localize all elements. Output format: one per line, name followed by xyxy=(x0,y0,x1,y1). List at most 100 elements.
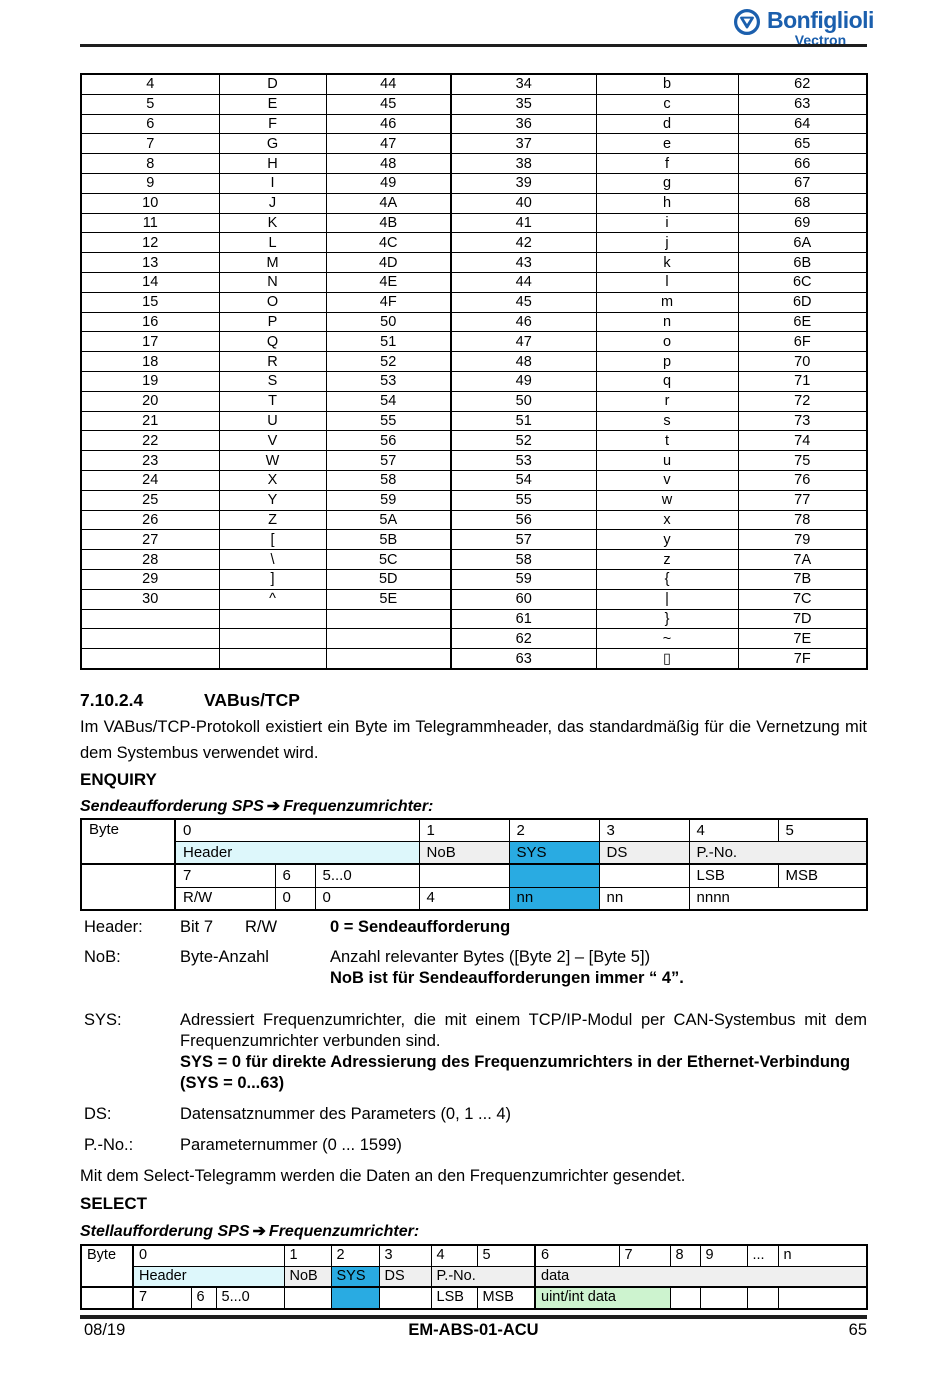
ascii-cell: 24 xyxy=(80,469,220,491)
ascii-cell: 34 xyxy=(450,73,597,95)
ascii-cell: 49 xyxy=(325,172,452,194)
ascii-table-body: 4 D 44 34 b 62 5 E 45 35 c 63 6 F 46 36 d 64 7 G 47 37 e 65 8 H 48… xyxy=(80,73,868,670)
def-term: P.-No.: xyxy=(84,1136,134,1154)
def-desc-line: Adressiert Frequenzumrichter, die mit ei… xyxy=(180,1011,867,1050)
cell-ds: DS xyxy=(598,841,690,865)
cell-byte-dots: ... xyxy=(746,1244,779,1267)
ascii-cell: 47 xyxy=(450,331,597,353)
section-title: VABus/TCP xyxy=(204,690,300,710)
ascii-cell: r xyxy=(595,390,739,412)
section-number: 7.10.2.4 xyxy=(80,690,144,710)
table-row: 15 O 4F 45 m 6D xyxy=(80,291,868,313)
ascii-cell: t xyxy=(595,430,739,452)
ascii-cell: Y xyxy=(218,489,327,511)
ascii-cell: x xyxy=(595,509,739,531)
ascii-cell: 7 xyxy=(80,133,220,155)
cell-msb: MSB xyxy=(777,863,868,888)
ascii-cell: 40 xyxy=(450,192,597,214)
ascii-cell: 36 xyxy=(450,113,597,135)
ascii-cell: 50 xyxy=(325,311,452,333)
ascii-cell: j xyxy=(595,232,739,254)
ascii-cell: e xyxy=(595,133,739,155)
ascii-cell: 10 xyxy=(80,192,220,214)
ascii-cell: 66 xyxy=(737,153,868,174)
cell-byte-8: 8 xyxy=(669,1244,701,1267)
ascii-cell: 4F xyxy=(325,291,452,313)
select-sub-prefix: Stellaufforderung SPS xyxy=(80,1223,250,1240)
ascii-cell: 72 xyxy=(737,390,868,412)
ascii-cell: 5C xyxy=(325,549,452,570)
ascii-cell: 63 xyxy=(450,648,597,670)
ascii-cell: 42 xyxy=(450,232,597,254)
ascii-table: 4 D 44 34 b 62 5 E 45 35 c 63 6 F 46 36 d 64 7 G 47 37 e 65 8 H 48… xyxy=(80,73,868,670)
def-desc: 0 = Sendeaufforderung xyxy=(330,918,511,936)
cell-empty xyxy=(80,863,176,911)
ascii-cell: 16 xyxy=(80,311,220,333)
ascii-cell: \ xyxy=(218,549,327,570)
ascii-cell: f xyxy=(595,153,739,174)
cell-byte-4: 4 xyxy=(688,818,779,843)
cell-bit50: 5...0 xyxy=(215,1286,285,1309)
ascii-cell: [ xyxy=(218,529,327,551)
ascii-cell: 49 xyxy=(450,370,597,392)
ascii-cell: { xyxy=(595,568,739,590)
ascii-cell: T xyxy=(218,390,327,412)
cell-bit6: 6 xyxy=(190,1286,217,1309)
footer-date: 08/19 xyxy=(84,1321,126,1339)
table-row: 5 E 45 35 c 63 xyxy=(80,93,868,115)
cell-bit7: 7 xyxy=(132,1286,192,1309)
ascii-cell: 73 xyxy=(737,410,868,432)
enquiry-sub-suffix: Frequenzumrichter: xyxy=(283,798,434,815)
cell-byte-2: 2 xyxy=(508,818,600,843)
table-row: 20 T 54 50 r 72 xyxy=(80,390,868,412)
ascii-cell: 7A xyxy=(737,549,868,570)
def-desc: Parameternummer (0 ... 1599) xyxy=(180,1136,402,1154)
ascii-cell: 4B xyxy=(325,212,452,234)
cell-val-ds: nn xyxy=(598,886,690,911)
ascii-cell: 46 xyxy=(325,113,452,135)
table-row: 12 L 4C 42 j 6A xyxy=(80,232,868,254)
ascii-cell: 60 xyxy=(450,588,597,610)
brand-name: Bonfiglioli xyxy=(767,7,874,33)
ascii-cell: m xyxy=(595,291,739,313)
footer-doc-code: EM-ABS-01-ACU xyxy=(408,1321,539,1339)
enquiry-sub-prefix: Sendeaufforderung SPS xyxy=(80,798,264,815)
ascii-cell: 39 xyxy=(450,172,597,194)
table-row: 14 N 4E 44 l 6C xyxy=(80,271,868,293)
ascii-cell: 26 xyxy=(80,509,220,531)
enquiry-row-bytes: Byte 0 1 2 3 4 5 xyxy=(80,818,868,865)
ascii-cell: J xyxy=(218,192,327,214)
cell-sys: SYS xyxy=(508,841,600,865)
cell-sys-blank xyxy=(330,1286,380,1309)
ascii-cell: 44 xyxy=(325,73,452,95)
ascii-cell: g xyxy=(595,172,739,194)
cell-byte-1: 1 xyxy=(283,1244,332,1267)
ascii-cell: S xyxy=(218,370,327,392)
table-row: 61} 7D xyxy=(80,608,868,630)
ascii-cell: 18 xyxy=(80,351,220,372)
enquiry-row-bits: 7 6 5...0 LSB MSB xyxy=(80,863,868,911)
ascii-cell: 62 xyxy=(737,73,868,95)
arrow-right-icon: ➔ xyxy=(266,798,281,815)
ascii-cell: 13 xyxy=(80,252,220,273)
brand-text: Bonfiglioli Vectron xyxy=(767,8,874,48)
ascii-cell: n xyxy=(595,311,739,333)
ascii-cell: 5E xyxy=(325,588,452,610)
ascii-cell: ~ xyxy=(595,628,739,650)
cell-val-nob: 4 xyxy=(418,886,510,911)
ascii-cell: 65 xyxy=(737,133,868,155)
ascii-cell: y xyxy=(595,529,739,551)
cell-empty xyxy=(746,1286,779,1309)
cell-byte-9: 9 xyxy=(699,1244,748,1267)
cell-byte-1: 1 xyxy=(418,818,510,843)
ascii-cell: 75 xyxy=(737,450,868,471)
ascii-cell: 48 xyxy=(450,351,597,372)
footer-page-number: 65 xyxy=(848,1321,867,1339)
ascii-cell: 45 xyxy=(325,93,452,115)
ascii-cell: q xyxy=(595,370,739,392)
ascii-cell: 44 xyxy=(450,271,597,293)
ascii-cell: w xyxy=(595,489,739,511)
def-col2: R/W xyxy=(245,918,278,936)
enquiry-subheading: Sendeaufforderung SPS ➔ Frequenzumrichter: xyxy=(80,796,867,816)
ascii-cell: 7D xyxy=(737,608,868,630)
